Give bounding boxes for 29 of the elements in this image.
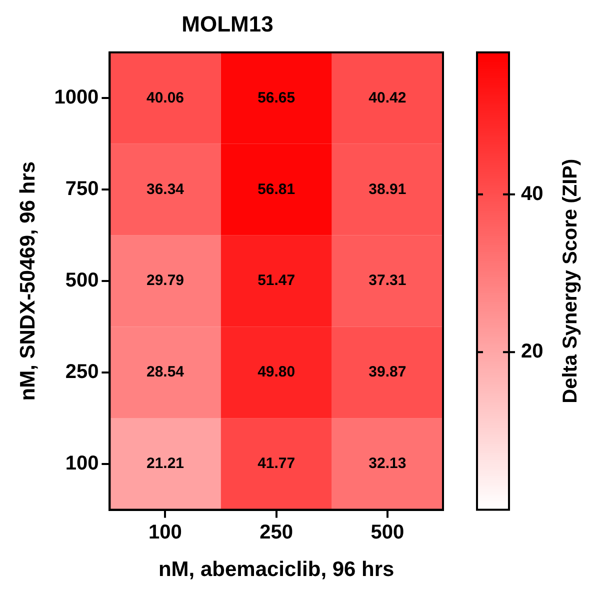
y-tick-label: 100 bbox=[65, 452, 99, 475]
data-label: 29.79 bbox=[146, 272, 184, 290]
x-tick-label: 500 bbox=[370, 521, 404, 544]
data-label: 32.13 bbox=[368, 455, 406, 472]
color-bar-title: Delta Synergy Score (ZIP) bbox=[560, 158, 582, 404]
data-label: 21.21 bbox=[146, 455, 184, 472]
data-label: 40.42 bbox=[368, 89, 406, 106]
data-label: 39.87 bbox=[368, 364, 406, 381]
x-tick-label: 100 bbox=[148, 521, 182, 544]
y-axis-title: nM, SNDX-50469, 96 hrs bbox=[16, 161, 40, 401]
data-label: 28.54 bbox=[146, 364, 185, 381]
y-tick-label: 750 bbox=[65, 178, 99, 200]
data-label: 37.31 bbox=[368, 272, 406, 290]
data-label: 51.47 bbox=[258, 272, 296, 290]
color-bar-label: 20 bbox=[521, 340, 544, 363]
data-label: 56.65 bbox=[258, 89, 296, 106]
data-label: 36.34 bbox=[146, 180, 185, 198]
x-tick-label: 250 bbox=[260, 521, 294, 544]
data-label: 41.77 bbox=[258, 455, 296, 472]
data-label: 49.80 bbox=[258, 364, 296, 381]
color-bar-label: 40 bbox=[521, 182, 544, 205]
x-axis-title: nM, abemaciclib, 96 hrs bbox=[158, 558, 394, 582]
chart-title: MOLM13 bbox=[182, 11, 274, 36]
data-label: 38.91 bbox=[368, 180, 406, 198]
data-label: 56.81 bbox=[258, 180, 296, 198]
y-tick-label: 250 bbox=[65, 361, 99, 384]
data-label: 40.06 bbox=[146, 89, 184, 106]
y-tick-label: 500 bbox=[65, 270, 99, 292]
y-tick-label: 1000 bbox=[54, 86, 99, 109]
